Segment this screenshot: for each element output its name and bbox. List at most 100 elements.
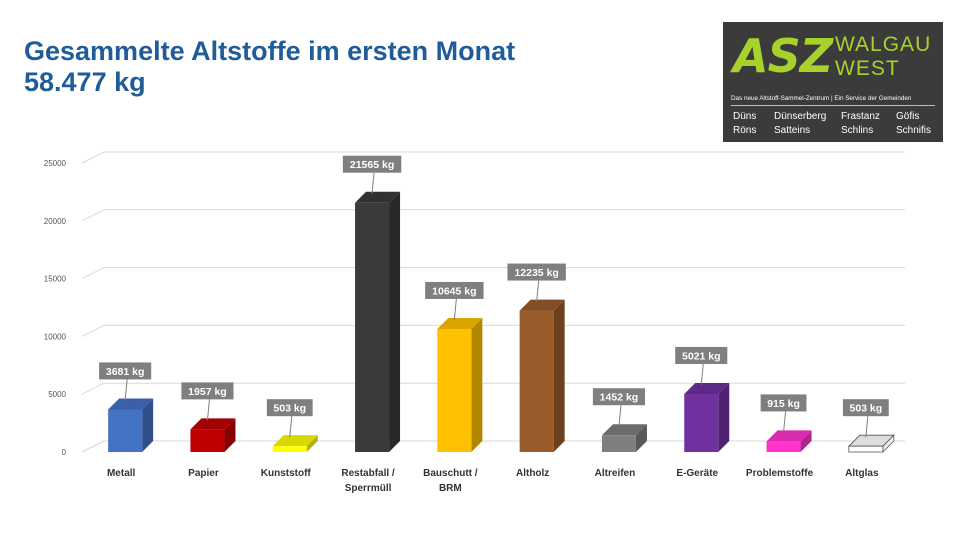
label-box (342, 155, 402, 173)
logo-name-line-2: WEST (835, 57, 900, 80)
bar (601, 424, 647, 452)
x-tick-label: E-Geräte (676, 468, 718, 479)
bar-front (190, 429, 225, 452)
asz-logo: ASZ WALGAU WEST Das neue Altstoff-Sammel… (723, 22, 943, 142)
bar-top (355, 191, 401, 203)
bar-side (635, 424, 647, 452)
bar-side (306, 435, 318, 452)
town-name: Düns (733, 111, 757, 122)
label-leader-line (618, 405, 622, 427)
bar-side (718, 382, 730, 452)
data-label-text: 21565 kg (350, 159, 394, 171)
bar-top (519, 299, 565, 311)
logo-towns: Düns Dünserberg Frastanz Göfis Röns Satt… (723, 108, 943, 140)
bar-top (272, 435, 318, 447)
label-box (507, 263, 566, 281)
gridline (81, 324, 905, 337)
data-label-text: 12235 kg (514, 267, 558, 279)
town-name: Schnifis (896, 125, 932, 136)
data-label-text: 503 kg (849, 403, 882, 415)
bar-front (848, 445, 884, 453)
data-label-text: 5021 kg (682, 350, 721, 362)
label-leader-line (371, 172, 375, 194)
town-name: Frastanz (841, 111, 880, 122)
bar (437, 317, 483, 452)
label-leader-line (289, 416, 293, 438)
label-leader-line (700, 363, 704, 386)
x-tick-label: Problemstoffe (746, 468, 814, 479)
data-label: 3681 kg (99, 362, 152, 401)
data-label: 5021 kg (675, 346, 728, 386)
logo-slogan: Das neue Altstoff-Sammel-Zentrum | Ein S… (731, 95, 912, 102)
bar-front (519, 310, 554, 452)
gridline (81, 267, 905, 280)
label-leader-line (783, 411, 787, 433)
bar (847, 434, 895, 453)
bar-top (190, 418, 236, 430)
bar (190, 418, 236, 452)
logo-mark: ASZ (733, 29, 833, 83)
bar-side (553, 299, 565, 452)
label-leader-line (536, 280, 540, 302)
x-tick-label: Metall (107, 468, 136, 479)
town-name: Röns (733, 125, 757, 136)
data-label-text: 1452 kg (600, 392, 639, 404)
bar-front (355, 202, 390, 452)
data-label: 1452 kg (592, 388, 645, 427)
data-label: 503 kg (842, 399, 889, 438)
data-label-text: 503 kg (273, 403, 306, 415)
data-label: 12235 kg (507, 263, 566, 302)
bar (108, 398, 154, 452)
bar-front (766, 441, 801, 452)
bar-front (601, 435, 636, 452)
data-label: 503 kg (266, 399, 313, 438)
town-name: Dünserberg (774, 111, 827, 122)
bar (355, 191, 401, 452)
y-tick-label: 15000 (44, 275, 67, 284)
data-label: 10645 kg (425, 281, 484, 320)
bar-front (272, 446, 307, 452)
label-box (760, 394, 807, 412)
label-box (99, 362, 152, 380)
logo-divider (731, 105, 935, 106)
data-label: 21565 kg (342, 155, 402, 194)
bar (684, 382, 730, 452)
y-tick-label: 25000 (44, 159, 67, 168)
title-line-1: Gesammelte Altstoffe im ersten Monat (24, 36, 516, 66)
label-leader-line (453, 298, 457, 320)
bar-top (601, 424, 647, 436)
gridline (81, 382, 905, 395)
label-leader-line (865, 416, 869, 438)
logo-name-line-1: WALGAU (835, 33, 932, 56)
x-tick-label: Kunststoff (261, 468, 312, 479)
y-axis: 0 5000 10000 15000 20000 25000 (44, 159, 67, 457)
data-label-text: 1957 kg (188, 386, 227, 398)
bar-side (471, 317, 483, 452)
data-label: 915 kg (760, 394, 807, 433)
y-tick-label: 20000 (44, 217, 67, 226)
x-tick-label: Restabfall / Sperrmüll (341, 468, 395, 494)
label-box (842, 399, 889, 417)
x-tick-label: Altholz (516, 468, 549, 479)
bar-front (108, 409, 143, 452)
title-line-2: 58.477 kg (24, 67, 146, 97)
bar-side (142, 398, 154, 452)
bar-top (108, 398, 154, 410)
data-label-text: 915 kg (767, 398, 800, 410)
y-tick-label: 0 (62, 448, 67, 457)
x-tick-label: Altglas (845, 468, 879, 479)
town-name: Satteins (774, 125, 811, 136)
data-label-text: 3681 kg (106, 366, 145, 378)
label-leader-line (124, 379, 128, 401)
x-tick-label: Altreifen (595, 468, 636, 479)
town-name: Göfis (896, 111, 920, 122)
label-box (425, 281, 484, 299)
bar (519, 299, 565, 452)
x-tick-label: Papier (188, 468, 219, 479)
chart-title: Gesammelte Altstoffe im ersten Monat 58.… (24, 36, 515, 98)
bar (766, 430, 812, 452)
bar-top (766, 430, 812, 442)
label-box (675, 346, 728, 364)
bars: 3681 kg 1957 kg 503 kg 21565 kg 10645 kg 1223… (99, 155, 895, 453)
